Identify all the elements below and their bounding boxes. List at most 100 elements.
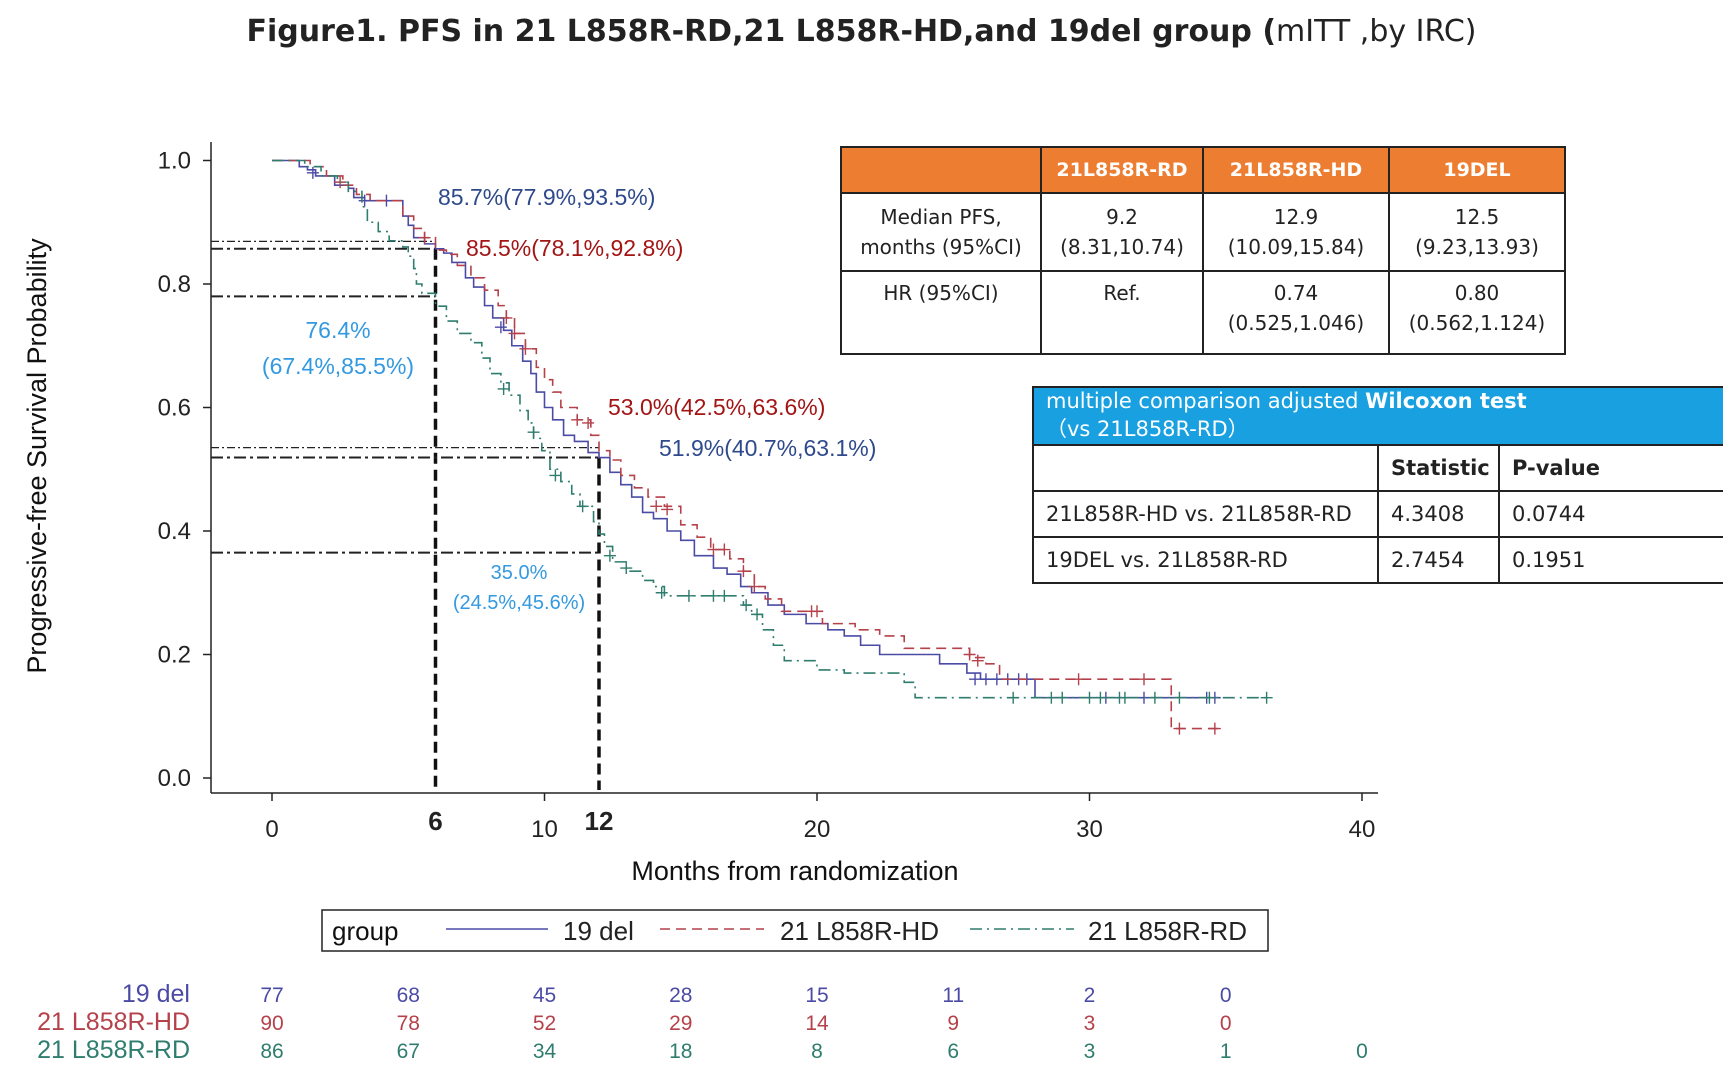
risk-count: 68 — [397, 984, 420, 1007]
pfs-table-cell: 0.74 (0.525,1.046) — [1202, 270, 1390, 355]
censor-mark — [306, 166, 319, 179]
risk-count: 1 — [1220, 1040, 1232, 1063]
survival-annotation: (67.4%,85.5%) — [262, 353, 414, 379]
median-19del-value: 12.5 — [1454, 205, 1500, 229]
pfs-table-header-row: 21L858R-RD 21L858R-HD 19DEL — [840, 146, 1566, 194]
risk-count: 2 — [1084, 984, 1096, 1007]
risk-count: 3 — [1084, 1040, 1096, 1063]
pfs-table-row-hr: HR (95%CI) Ref. 0.74 (0.525,1.046) 0.80 (0… — [840, 270, 1566, 355]
censor-mark — [500, 311, 513, 324]
legend-label: 19 del — [563, 916, 634, 946]
wilcoxon-pvalue: 0.1951 — [1498, 536, 1723, 584]
censor-mark — [508, 327, 521, 340]
figure-title-bold: Figure1. PFS in 21 L858R-RD,21 L858R-HD,… — [246, 14, 1277, 49]
km-curve-del19 — [272, 159, 1221, 699]
censor-mark — [1138, 673, 1150, 686]
risk-count: 11 — [942, 984, 964, 1007]
wilcoxon-title-bold: Wilcoxon test — [1365, 389, 1527, 413]
km-curve-hd — [272, 159, 1221, 730]
risk-count: 9 — [947, 1012, 959, 1035]
wilcoxon-pvalue: 0.0744 — [1498, 490, 1723, 538]
censor-mark — [1083, 691, 1096, 704]
risk-count: 52 — [533, 1012, 556, 1035]
wilcoxon-title-pre: multiple comparison adjusted — [1046, 389, 1366, 413]
censor-mark — [603, 549, 616, 562]
censor-mark — [1260, 691, 1273, 704]
x-tick-label: 20 — [804, 816, 831, 843]
pfs-table-cell: 9.2 (8.31,10.74) — [1040, 192, 1204, 272]
median-rd-ci: (8.31,10.74) — [1060, 235, 1184, 259]
censor-mark — [620, 562, 633, 575]
median-19del-ci: (9.23,13.93) — [1415, 235, 1539, 259]
risk-count: 0 — [1356, 1040, 1368, 1063]
median-label-line1: Median PFS, — [880, 205, 1002, 229]
wilcoxon-row: 21L858R-HD vs. 21L858R-RD 4.3408 0.0744 — [1032, 490, 1723, 538]
censor-mark — [963, 648, 976, 661]
legend-box — [321, 909, 1269, 952]
censor-mark — [1118, 691, 1131, 704]
risk-count: 15 — [805, 984, 828, 1007]
censor-mark — [571, 413, 584, 426]
wilcoxon-comparison: 19DEL vs. 21L858R-RD — [1032, 536, 1379, 584]
censor-mark — [494, 321, 507, 334]
wilcoxon-comparison: 21L858R-HD vs. 21L858R-RD — [1032, 490, 1379, 538]
censor-mark — [990, 673, 1003, 686]
pfs-table-label: Median PFS, months (95%CI) — [840, 192, 1042, 272]
censor-mark — [1072, 673, 1085, 686]
x-tick-label: 10 — [531, 816, 558, 843]
pfs-table-cell: 12.5 (9.23,13.93) — [1388, 192, 1566, 272]
survival-annotation: 85.5%(78.1%,92.8%) — [466, 235, 683, 261]
censor-mark — [1208, 722, 1221, 735]
median-rd-value: 9.2 — [1106, 205, 1138, 229]
hr-rd-value: Ref. — [1103, 281, 1141, 305]
censor-mark — [650, 500, 663, 513]
risk-count: 3 — [1084, 1012, 1096, 1035]
wilcoxon-col-blank — [1032, 444, 1379, 492]
risk-count: 34 — [533, 1040, 557, 1063]
y-tick-label: 0.6 — [158, 395, 191, 422]
risk-count: 18 — [669, 1040, 692, 1063]
survival-annotation: 53.0%(42.5%,63.6%) — [608, 394, 825, 420]
censor-mark — [748, 580, 761, 593]
censor-mark — [418, 231, 431, 244]
wilcoxon-title-post: （vs 21L858R-RD） — [1046, 417, 1249, 441]
survival-annotation: 35.0% — [491, 562, 548, 584]
wilcoxon-col-pvalue: P-value — [1498, 444, 1723, 492]
censor-mark — [682, 589, 695, 602]
risk-row-label: 19 del — [122, 980, 190, 1008]
median-pfs-table: 21L858R-RD 21L858R-HD 19DEL Median PFS, m… — [840, 146, 1566, 355]
censor-mark — [549, 469, 562, 482]
x-extra-tick-label: 6 — [428, 806, 442, 836]
risk-count: 0 — [1220, 1012, 1232, 1035]
censor-mark — [811, 605, 823, 618]
wilcoxon-header-row: Statistic P-value — [1032, 444, 1723, 492]
survival-annotation: 76.4% — [305, 317, 370, 343]
survival-annotation: 51.9%(40.7%,63.1%) — [659, 435, 876, 461]
hr-19del-ci: (0.562,1.124) — [1408, 311, 1546, 335]
y-tick-label: 0.4 — [158, 518, 191, 545]
risk-count: 67 — [397, 1040, 420, 1063]
wilcoxon-statistic: 2.7454 — [1377, 536, 1500, 584]
y-tick-label: 0.0 — [158, 765, 191, 792]
pfs-table-header-19del: 19DEL — [1388, 146, 1566, 194]
risk-count: 29 — [669, 1012, 692, 1035]
censor-mark — [519, 342, 532, 355]
hr-hd-value: 0.74 — [1273, 281, 1319, 305]
wilcoxon-statistic: 4.3408 — [1377, 490, 1500, 538]
censor-mark — [979, 673, 992, 686]
legend-label: 21 L858R-RD — [1088, 916, 1247, 946]
pfs-table-header-rd: 21L858R-RD — [1040, 146, 1204, 194]
censor-mark — [718, 543, 731, 556]
censor-mark — [740, 599, 753, 612]
survival-annotation: (24.5%,45.6%) — [453, 592, 585, 614]
censor-mark — [1056, 691, 1069, 704]
wilcoxon-title-row: multiple comparison adjusted Wilcoxon te… — [1032, 386, 1723, 446]
censor-mark — [527, 426, 540, 439]
x-tick-label: 40 — [1349, 816, 1376, 843]
censor-mark — [1007, 691, 1020, 704]
censor-mark — [661, 503, 674, 516]
censor-mark — [1148, 691, 1161, 704]
x-tick-label: 30 — [1076, 816, 1103, 843]
censor-mark — [969, 673, 982, 686]
